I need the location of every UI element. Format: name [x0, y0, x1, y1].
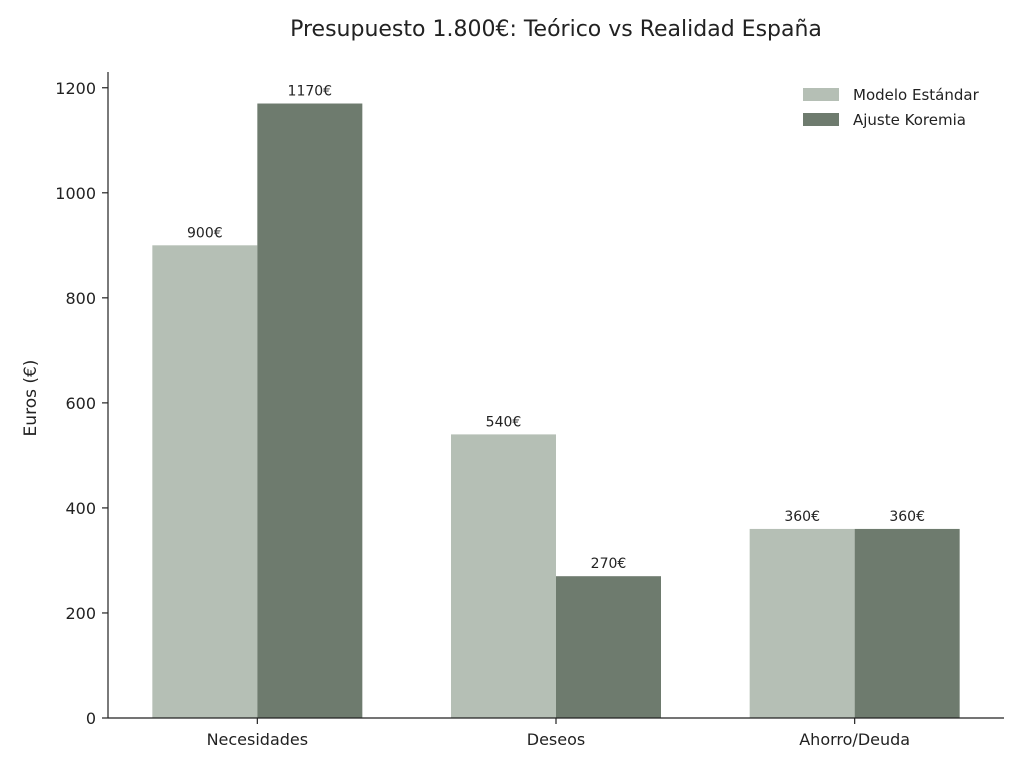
y-tick-label: 800 — [65, 289, 96, 308]
y-tick-label: 1000 — [55, 184, 96, 203]
bar-value-label: 540€ — [486, 414, 522, 430]
x-category-label: Necesidades — [207, 730, 309, 749]
bar-value-label: 900€ — [187, 225, 223, 241]
y-tick-label: 600 — [65, 394, 96, 413]
bar-value-label: 270€ — [591, 556, 627, 572]
bar-value-label: 360€ — [889, 509, 925, 525]
bar-ajuste-koremia-1 — [556, 576, 661, 718]
bar-group — [152, 103, 960, 718]
x-category-label: Deseos — [527, 730, 585, 749]
legend-label: Ajuste Koremia — [853, 111, 966, 129]
bar-modelo-estandar-1 — [451, 434, 556, 718]
x-category-label: Ahorro/Deuda — [799, 730, 910, 749]
legend-swatch — [803, 88, 839, 101]
bar-value-labels: 900€ 1170€ 540€ 270€ 360€ 360€ — [187, 84, 925, 573]
legend-label: Modelo Estándar — [853, 86, 980, 104]
bar-value-label: 1170€ — [288, 84, 333, 100]
bar-ajuste-koremia-0 — [257, 103, 363, 718]
bar-ajuste-koremia-2 — [854, 528, 960, 718]
y-tick-label: 1200 — [55, 79, 96, 98]
legend: Modelo Estándar Ajuste Koremia — [803, 86, 980, 129]
x-axis-categories: Necesidades Deseos Ahorro/Deuda — [207, 718, 910, 749]
legend-swatch — [803, 113, 839, 126]
y-axis-label: Euros (€) — [21, 360, 41, 437]
bar-value-label: 360€ — [784, 509, 820, 525]
y-tick-label: 200 — [65, 604, 96, 623]
y-tick-label: 0 — [86, 709, 96, 728]
y-tick-label: 400 — [65, 499, 96, 518]
chart-title: Presupuesto 1.800€: Teórico vs Realidad … — [290, 17, 822, 42]
bar-modelo-estandar-2 — [749, 528, 855, 718]
bar-modelo-estandar-0 — [152, 245, 258, 718]
y-axis-ticks: 0 200 400 600 800 1000 1200 — [55, 79, 108, 728]
